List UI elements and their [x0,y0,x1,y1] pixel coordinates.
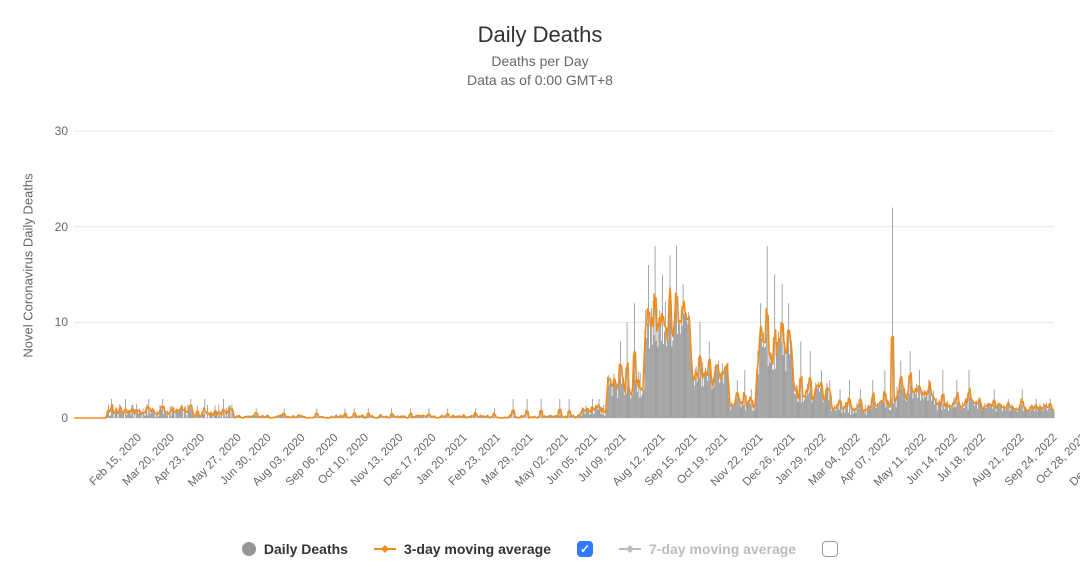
chart-title: Daily Deaths [0,0,1080,48]
chart-subtitle: Deaths per Day Data as of 0:00 GMT+8 [0,52,1080,90]
subtitle-line-2: Data as of 0:00 GMT+8 [467,72,613,88]
chart-svg [74,112,1054,418]
legend-item-ma7[interactable]: 7-day moving average [619,541,796,557]
plot-area[interactable] [74,112,1054,418]
legend-checkbox-ma3[interactable] [577,541,593,557]
legend-swatch-line-icon [374,543,396,555]
legend-label: 7-day moving average [649,541,796,557]
y-tick-label: 10 [40,315,68,329]
legend-label: Daily Deaths [264,541,348,557]
y-tick-label: 20 [40,220,68,234]
titles-block: Daily Deaths Deaths per Day Data as of 0… [0,0,1080,90]
y-axis-label: Novel Coronavirus Daily Deaths [18,112,38,418]
chart-container: Daily Deaths Deaths per Day Data as of 0… [0,0,1080,587]
legend-swatch-line-icon [619,543,641,555]
legend-checkbox-ma7[interactable] [822,541,838,557]
subtitle-line-1: Deaths per Day [491,53,588,69]
legend-item-ma3[interactable]: 3-day moving average [374,541,551,557]
y-tick-label: 0 [40,411,68,425]
legend-item-daily[interactable]: Daily Deaths [242,541,348,557]
y-axis-label-text: Novel Coronavirus Daily Deaths [21,173,36,357]
legend-swatch-circle-icon [242,542,256,556]
y-tick-label: 30 [40,124,68,138]
legend: Daily Deaths 3-day moving average 7-day mo… [0,541,1080,557]
legend-label: 3-day moving average [404,541,551,557]
